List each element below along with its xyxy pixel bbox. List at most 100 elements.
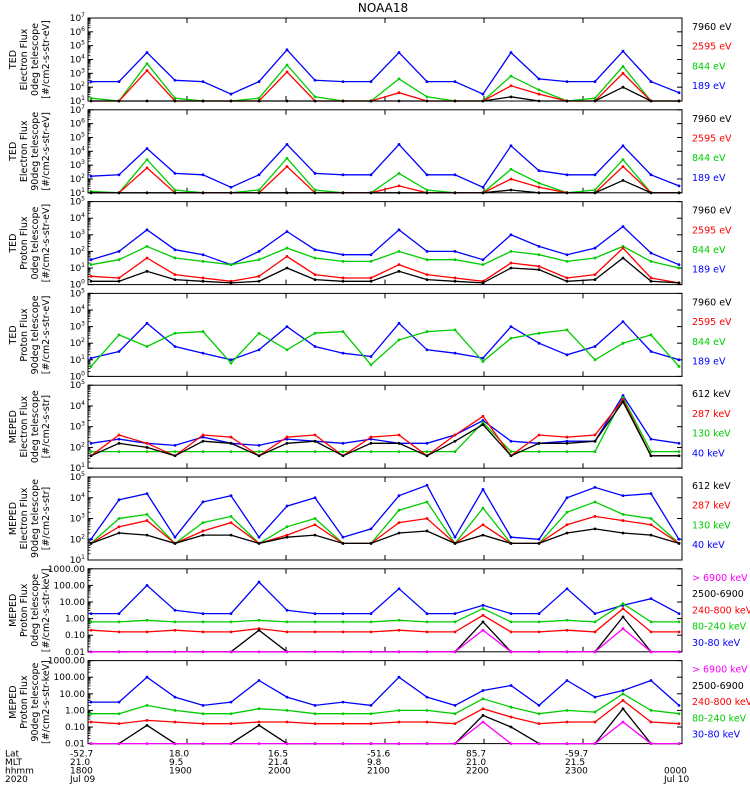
series-line-189-ev <box>91 48 680 95</box>
data-point <box>649 720 653 724</box>
y-axis-label-line: Proton Flux <box>19 308 30 362</box>
data-point <box>621 602 625 606</box>
data-point <box>145 99 149 103</box>
data-point <box>313 345 317 348</box>
data-point <box>313 248 317 252</box>
data-point <box>89 542 93 545</box>
data-point <box>621 720 625 724</box>
data-point <box>89 263 93 267</box>
x-tick-value: 85.7 <box>466 750 486 760</box>
data-point <box>397 433 401 437</box>
x-tick-value: 2300 <box>565 767 588 777</box>
legend-entry: 240-800 keV <box>692 697 750 708</box>
y-axis-label-line: MEPED <box>8 685 19 718</box>
data-point <box>341 191 345 195</box>
data-point <box>117 531 121 535</box>
data-point <box>537 712 541 716</box>
data-point <box>509 51 513 54</box>
data-point <box>453 620 457 624</box>
data-point <box>229 533 233 537</box>
data-point <box>285 63 289 67</box>
data-point <box>229 358 233 362</box>
y-tick-label: 100.00 <box>54 673 86 683</box>
data-point <box>369 527 373 531</box>
data-point <box>537 441 541 445</box>
data-point <box>145 228 149 232</box>
data-point <box>89 258 93 262</box>
data-point <box>453 258 457 262</box>
data-point <box>145 256 149 260</box>
y-tick-label: 103 <box>70 67 85 79</box>
data-point <box>453 630 457 634</box>
data-point <box>257 188 261 192</box>
data-point <box>285 525 289 529</box>
series-line--6900-kev <box>91 627 679 653</box>
data-point <box>453 712 457 716</box>
data-point <box>285 99 289 103</box>
y-axis-label-line: 0deg telescope <box>30 23 41 96</box>
data-point <box>425 278 429 282</box>
data-point <box>537 253 541 257</box>
y-axis-label-line: [#/cm2-s-str-keV] <box>41 568 52 652</box>
y-axis-label-line: 90deg telescope <box>30 295 41 374</box>
data-point <box>229 185 233 189</box>
x-tick-value: 18.0 <box>169 750 189 760</box>
y-tick-label: 102 <box>70 441 85 453</box>
data-point <box>481 414 485 418</box>
y-tick-label: 103 <box>70 159 85 171</box>
data-point <box>341 441 345 445</box>
legend-entry: 2595 eV <box>692 134 732 145</box>
data-point <box>173 454 177 458</box>
y-tick-label: 1.00 <box>65 615 85 625</box>
series-line-40-kev <box>90 484 680 540</box>
data-point <box>621 494 625 498</box>
data-point <box>369 437 373 441</box>
data-point <box>285 266 289 270</box>
data-point <box>593 173 597 177</box>
data-point <box>565 450 569 453</box>
data-point <box>117 712 121 716</box>
legend-entry: 30-80 keV <box>692 638 741 649</box>
legend-entry: 844 eV <box>692 153 726 164</box>
legend-entry: > 6900 keV <box>692 573 748 584</box>
data-point <box>621 607 625 611</box>
y-axis-label-line: 90deg telescope <box>30 479 41 558</box>
legend-entry: 844 eV <box>692 61 726 72</box>
data-point <box>313 78 317 82</box>
data-point <box>285 535 289 539</box>
data-point <box>565 441 569 445</box>
y-axis-label-line: TED <box>8 325 19 345</box>
data-point <box>621 519 625 522</box>
data-point <box>369 742 373 745</box>
legend-entry: 40 keV <box>692 448 725 459</box>
data-point <box>649 454 653 458</box>
data-point <box>509 454 513 458</box>
data-point <box>341 450 345 453</box>
data-point <box>677 620 681 624</box>
data-point <box>257 250 261 253</box>
data-point <box>201 722 205 726</box>
data-point <box>621 627 625 630</box>
data-point <box>453 99 457 103</box>
data-point <box>537 612 541 616</box>
series-line-189-ev <box>90 320 680 361</box>
y-tick-label: 102 <box>70 81 85 93</box>
data-point <box>229 515 233 518</box>
data-point <box>257 279 261 283</box>
data-point <box>369 253 373 257</box>
data-point <box>173 443 177 447</box>
panel-frame <box>87 384 683 469</box>
y-tick-label: 103 <box>70 513 85 525</box>
data-point <box>537 542 541 545</box>
data-point <box>537 331 541 335</box>
data-point <box>453 279 457 283</box>
x-tick-value: 16.5 <box>268 750 288 760</box>
data-point <box>117 620 121 624</box>
y-axis-label-line: [#/cm2-s-str] <box>41 395 52 458</box>
data-point <box>145 269 149 273</box>
data-point <box>593 256 597 260</box>
data-point <box>509 336 513 340</box>
data-point <box>369 542 373 545</box>
data-point <box>313 331 317 335</box>
y-axis-label-line: [#/cm2-s-str-keV] <box>41 660 52 744</box>
